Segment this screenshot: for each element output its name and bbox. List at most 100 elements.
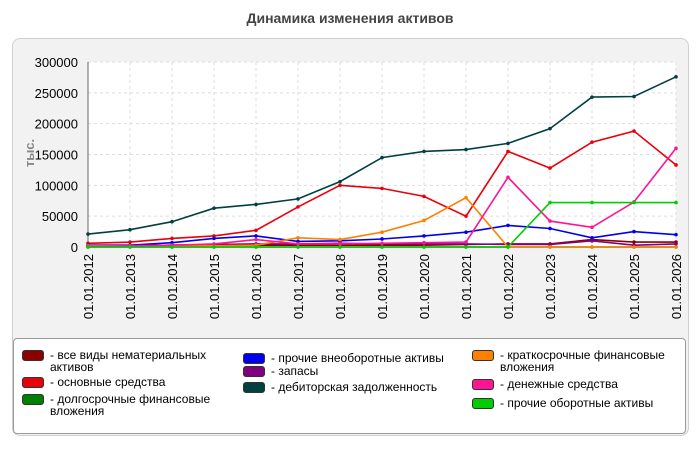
data-point <box>128 240 132 244</box>
series-8 <box>86 200 678 249</box>
legend-item-inventory: - запасы <box>243 365 458 377</box>
data-point <box>506 175 510 180</box>
data-point <box>590 200 594 205</box>
data-point <box>212 242 216 246</box>
legend-item-long-term-investments: - долгосрочные финансовые вложения <box>22 393 227 417</box>
data-point <box>548 126 552 131</box>
x-tick-label: 01.01.2024 <box>585 254 600 319</box>
x-tick-label: 01.01.2026 <box>669 254 684 319</box>
x-tick-label: 01.01.2018 <box>333 254 348 319</box>
data-point <box>380 186 384 191</box>
data-point <box>464 195 468 200</box>
data-point <box>632 240 636 244</box>
data-point <box>674 242 678 246</box>
y-tick-label: 100000 <box>35 178 78 193</box>
data-point <box>254 237 258 242</box>
chart-title: Динамика изменения активов <box>246 10 454 26</box>
data-point <box>422 218 426 223</box>
x-tick-label: 01.01.2020 <box>417 254 432 319</box>
legend-swatch <box>243 366 265 377</box>
data-point <box>128 227 132 232</box>
legend-label: - запасы <box>271 364 319 378</box>
x-tick-label: 01.01.2019 <box>375 254 390 319</box>
x-tick-label: 01.01.2015 <box>207 254 222 319</box>
x-tick-label: 01.01.2025 <box>627 254 642 319</box>
data-point <box>338 242 342 246</box>
data-point <box>338 245 342 249</box>
data-point <box>674 232 678 237</box>
legend-swatch <box>472 350 494 361</box>
legend-label: - долгосрочные финансовые вложения <box>50 392 211 418</box>
legend-swatch <box>22 377 44 388</box>
data-point <box>212 206 216 210</box>
y-tick-label: 50000 <box>42 209 78 224</box>
data-point <box>170 236 174 241</box>
data-point <box>380 237 384 241</box>
data-point <box>674 75 678 79</box>
y-tick-label: 150000 <box>35 148 78 163</box>
legend-label: - дебиторская задолженность <box>271 380 438 394</box>
data-point <box>674 146 678 151</box>
data-point <box>296 205 300 209</box>
data-point <box>464 147 468 152</box>
legend-label: - основные средства <box>50 375 166 389</box>
data-point <box>674 245 678 249</box>
legend-item-cash: - денежные средства <box>472 378 677 390</box>
data-point <box>464 245 468 249</box>
data-point <box>422 240 426 245</box>
data-point <box>632 245 636 249</box>
data-point <box>212 245 216 249</box>
legend-swatch <box>472 398 494 409</box>
x-tick-label: 01.01.2013 <box>123 254 138 319</box>
data-point <box>548 200 552 205</box>
legend-label: - прочие внеоборотные активы <box>271 351 444 365</box>
data-point <box>422 194 426 199</box>
data-point <box>674 163 678 167</box>
legend-swatch <box>22 394 44 405</box>
data-point <box>170 245 174 249</box>
data-point <box>590 225 594 230</box>
data-point <box>422 245 426 249</box>
data-point <box>380 155 384 160</box>
data-point <box>506 149 510 154</box>
y-tick-label: 250000 <box>35 86 78 101</box>
data-point <box>590 245 594 249</box>
data-point <box>338 179 342 184</box>
data-point <box>506 223 510 228</box>
data-point <box>380 245 384 249</box>
data-point <box>254 234 258 238</box>
legend-item-receivables: - дебиторская задолженность <box>243 381 458 393</box>
data-point <box>632 200 636 205</box>
data-point <box>464 240 468 244</box>
legend-label: - краткосрочные финансовые вложения <box>500 348 665 374</box>
data-point <box>254 202 258 207</box>
data-point <box>548 166 552 170</box>
data-point <box>548 219 552 223</box>
data-point <box>254 228 258 233</box>
data-point <box>296 235 300 240</box>
x-tick-label: 01.01.2014 <box>165 254 180 319</box>
y-tick-label: 300000 <box>35 55 78 70</box>
data-point <box>674 200 678 205</box>
data-point <box>86 245 90 249</box>
x-tick-label: 01.01.2016 <box>249 254 264 319</box>
data-point <box>632 129 636 133</box>
data-point <box>422 149 426 154</box>
data-point <box>590 235 594 240</box>
data-point <box>590 239 594 243</box>
data-point <box>632 94 636 99</box>
data-point <box>212 234 216 238</box>
x-tick-label: 01.01.2017 <box>291 254 306 319</box>
legend-swatch <box>243 382 265 393</box>
data-point <box>590 140 594 144</box>
y-axis-label: тыс. <box>22 139 37 167</box>
chart-legend: - все виды нематериальных активов - осно… <box>13 338 686 434</box>
x-tick-label: 01.01.2023 <box>543 254 558 319</box>
data-point <box>632 229 636 234</box>
data-point <box>296 245 300 249</box>
series-5 <box>86 75 678 236</box>
x-tick-label: 01.01.2021 <box>459 254 474 319</box>
series-layer <box>86 75 678 249</box>
legend-item-short-term-investments: - краткосрочные финансовые вложения <box>472 349 677 373</box>
